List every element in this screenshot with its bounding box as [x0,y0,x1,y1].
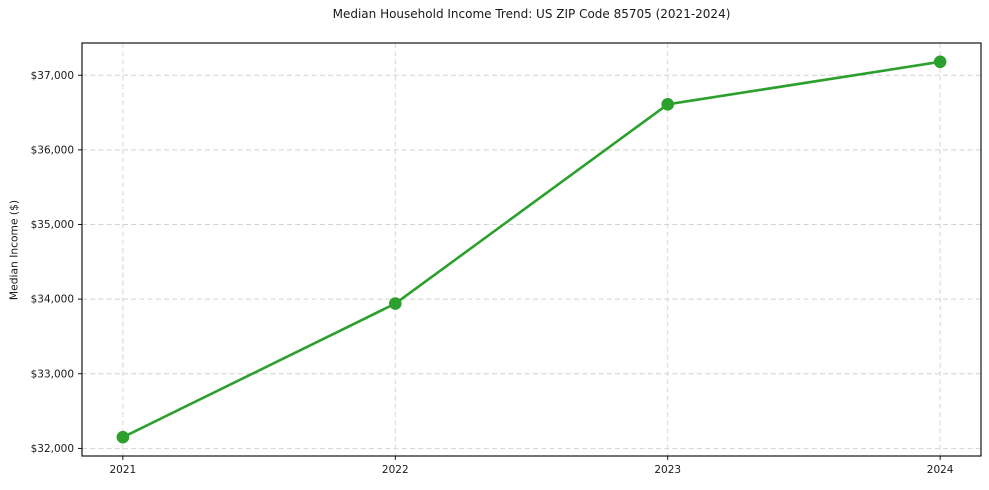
y-tick-label: $35,000 [31,219,74,231]
data-point [933,55,947,69]
x-tick-label: 2023 [654,464,681,476]
trend-line [121,60,942,439]
data-point [116,430,130,444]
y-tick-label: $37,000 [31,70,74,82]
y-tick-label: $33,000 [31,368,74,380]
y-tick-label: $36,000 [31,144,74,156]
plot-border [81,42,982,457]
data-point [388,297,402,310]
chart-title: Median Household Income Trend: US ZIP Co… [332,7,731,21]
y-tick-label: $34,000 [31,294,74,306]
x-tick-label: 2024 [927,464,954,476]
data-point [661,98,675,111]
x-tick-label: 2022 [382,464,409,476]
y-tick-label: $32,000 [31,443,74,455]
x-tick-label: 2021 [109,464,136,476]
